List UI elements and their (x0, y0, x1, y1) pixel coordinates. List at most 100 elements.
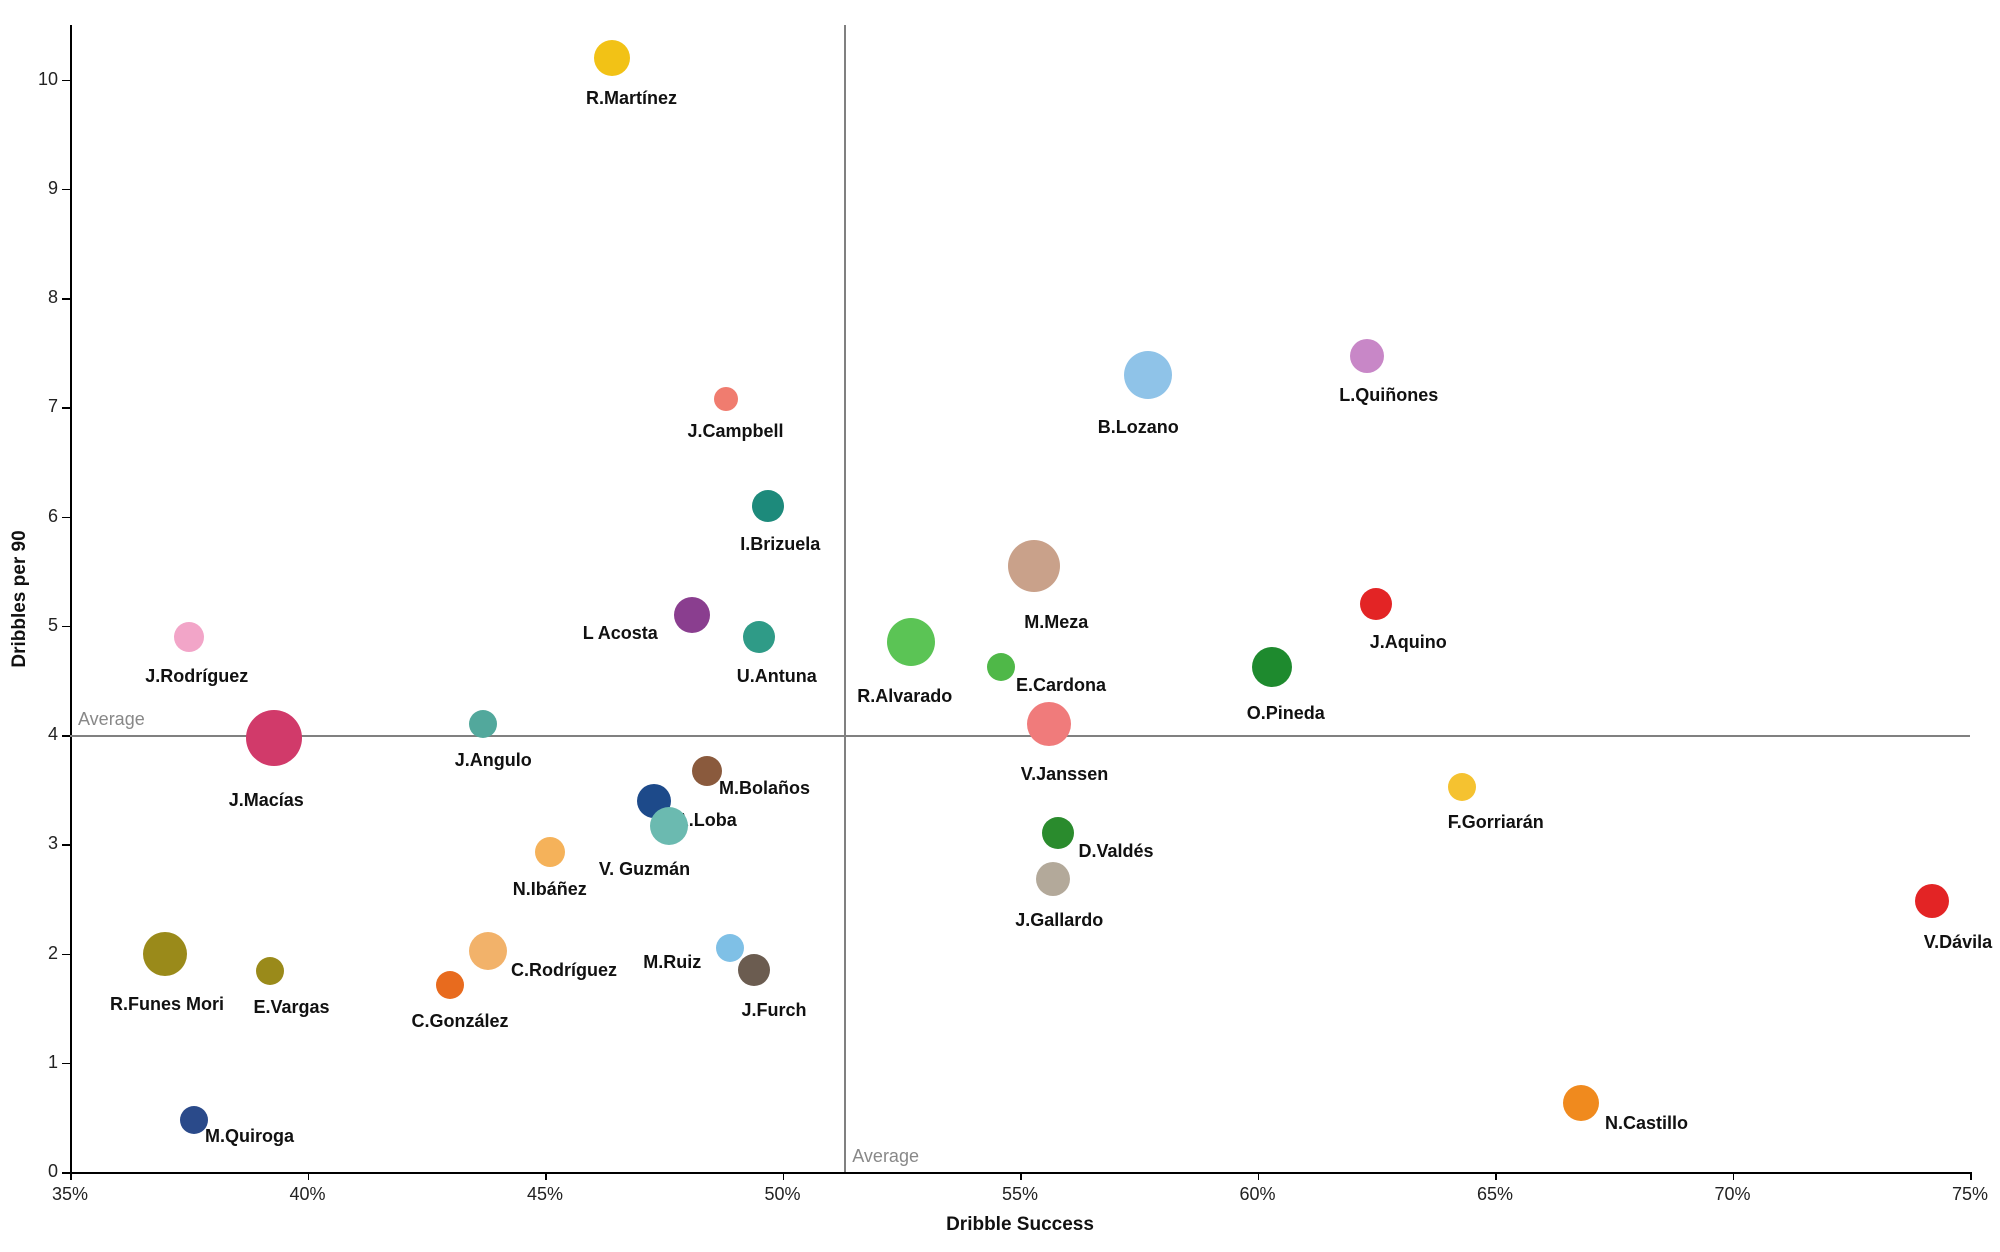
data-point (594, 40, 630, 76)
data-point-label: M.Quiroga (205, 1126, 294, 1147)
y-tick-label: 7 (48, 396, 58, 417)
y-tick-label: 0 (48, 1161, 58, 1182)
x-tick-label: 65% (1477, 1184, 1513, 1205)
data-point (743, 621, 775, 653)
data-point (180, 1106, 208, 1134)
data-point-label: J.Macías (229, 790, 304, 811)
y-tick-label: 10 (38, 69, 58, 90)
data-point (1008, 540, 1060, 592)
y-tick-label: 8 (48, 287, 58, 308)
data-point-label: N.Ibáñez (513, 879, 587, 900)
data-point-label: V. Guzmán (599, 859, 690, 880)
data-point-label: C.Rodríguez (511, 960, 617, 981)
data-point (1027, 702, 1071, 746)
data-point-label: F.Gorriarán (1448, 812, 1544, 833)
data-point (1563, 1085, 1599, 1121)
data-point-label: R.Martínez (586, 88, 677, 109)
data-point-label: D.Valdés (1078, 841, 1153, 862)
y-tick (62, 735, 70, 737)
y-tick (62, 1063, 70, 1065)
x-tick-label: 35% (52, 1184, 88, 1205)
data-point-label: V.Dávila (1924, 932, 1992, 953)
y-tick-label: 6 (48, 506, 58, 527)
x-tick (1258, 1172, 1260, 1180)
x-tick (70, 1172, 72, 1180)
data-point (692, 756, 722, 786)
data-point-label: J.Gallardo (1015, 910, 1103, 931)
x-tick (1495, 1172, 1497, 1180)
data-point-label: R.Funes Mori (110, 994, 224, 1015)
y-tick (62, 844, 70, 846)
x-tick (1970, 1172, 1972, 1180)
x-average-label: Average (852, 1146, 919, 1167)
data-point (738, 954, 770, 986)
x-tick (783, 1172, 785, 1180)
data-point-label: M.Bolaños (719, 778, 810, 799)
data-point (887, 618, 935, 666)
data-point (987, 653, 1015, 681)
data-point (174, 622, 204, 652)
data-point-label: I.Brizuela (740, 534, 820, 555)
x-tick (308, 1172, 310, 1180)
data-point-label: L Acosta (583, 623, 658, 644)
data-point-label: C.González (411, 1011, 508, 1032)
y-axis-line (70, 25, 72, 1172)
x-tick-label: 75% (1952, 1184, 1988, 1205)
x-tick-label: 45% (527, 1184, 563, 1205)
data-point (752, 490, 784, 522)
data-point (1350, 339, 1384, 373)
x-tick (1020, 1172, 1022, 1180)
data-point-label: L.Quiñones (1339, 385, 1438, 406)
data-point-label: V.Janssen (1021, 764, 1108, 785)
y-tick (62, 298, 70, 300)
data-point-label: E.Cardona (1016, 675, 1106, 696)
scatter-chart: 35% 40% 45% 50% 55% 60% 65% 70% 75% 0 1 2 3 4 5 6 7 8 9 10 A… (0, 0, 2000, 1252)
y-tick-label: 2 (48, 943, 58, 964)
data-point (1448, 773, 1476, 801)
data-point (469, 932, 507, 970)
y-tick (62, 517, 70, 519)
y-tick-label: 5 (48, 615, 58, 636)
data-point (1042, 817, 1074, 849)
y-tick (62, 80, 70, 82)
y-tick-label: 1 (48, 1052, 58, 1073)
data-point (650, 807, 688, 845)
x-tick-label: 50% (764, 1184, 800, 1205)
y-tick-label: 4 (48, 724, 58, 745)
data-point (1124, 351, 1172, 399)
y-axis-title: Dribbles per 90 (9, 530, 31, 667)
data-point-label: M.Meza (1024, 612, 1088, 633)
y-tick (62, 1172, 70, 1174)
x-tick-label: 70% (1714, 1184, 1750, 1205)
x-tick-label: 55% (1002, 1184, 1038, 1205)
data-point (535, 837, 565, 867)
data-point (1252, 647, 1292, 687)
y-tick (62, 189, 70, 191)
data-point (1360, 588, 1392, 620)
data-point-label: O.Pineda (1247, 703, 1325, 724)
data-point (143, 932, 187, 976)
data-point (674, 597, 710, 633)
x-axis-title: Dribble Success (946, 1214, 1094, 1236)
data-point-label: R.Alvarado (857, 686, 952, 707)
data-point-label: J.Campbell (687, 421, 783, 442)
data-point-label: B.Lozano (1098, 417, 1179, 438)
y-tick-label: 9 (48, 178, 58, 199)
data-point-label: M.Ruiz (643, 952, 701, 973)
y-tick-label: 3 (48, 833, 58, 854)
y-average-line (70, 735, 1970, 737)
x-tick-label: 40% (289, 1184, 325, 1205)
data-point-label: J.Rodríguez (145, 666, 248, 687)
data-point (716, 934, 744, 962)
y-tick (62, 954, 70, 956)
data-point-label: J.Angulo (455, 750, 532, 771)
x-tick-label: 60% (1239, 1184, 1275, 1205)
data-point-label: J.Aquino (1370, 632, 1447, 653)
y-average-label: Average (78, 709, 145, 730)
data-point (1036, 862, 1070, 896)
data-point-label: J.Furch (741, 1000, 806, 1021)
data-point (436, 971, 464, 999)
data-point-label: U.Antuna (737, 666, 817, 687)
data-point (256, 957, 284, 985)
data-point (246, 710, 302, 766)
